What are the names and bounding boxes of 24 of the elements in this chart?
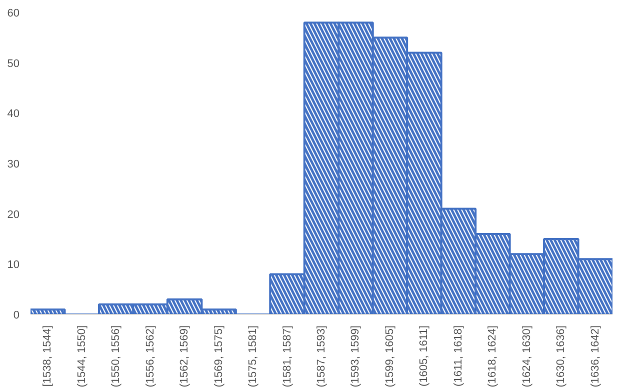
y-tick-label: 10 [7,259,20,272]
x-tick-label: (1630, 1636] [555,325,568,388]
y-tick-label: 60 [7,8,20,20]
x-tick-label: (1550, 1556] [110,325,122,388]
x-tick-label: (1575, 1581] [247,325,260,388]
y-tick-label: 40 [7,108,20,120]
x-tick-label: [1538, 1544] [42,325,54,387]
x-tick-label: (1618, 1624] [486,325,499,388]
x-tick-label: (1562, 1569] [178,325,191,388]
x-tick-label: (1544, 1550] [76,325,88,388]
x-tick-label: (1611, 1618] [452,325,464,386]
y-tick-label: 20 [7,208,20,221]
x-tick-label: (1599, 1605] [384,325,396,388]
x-tick-label: (1587, 1593] [316,325,328,388]
y-tick-label: 0 [13,310,20,322]
y-tick-label: 50 [7,58,20,70]
x-tick-label: (1605, 1611] [418,325,430,386]
x-tick-label: (1624, 1630] [520,325,533,388]
x-tick-label: (1556, 1562] [144,325,156,388]
x-tick-label: (1581, 1587] [281,325,294,388]
x-tick-label: (1569, 1575] [212,325,225,388]
x-tick-label: (1593, 1599] [350,325,362,388]
x-tick-label: (1636, 1642] [589,325,602,388]
y-tick-label: 30 [7,158,20,170]
